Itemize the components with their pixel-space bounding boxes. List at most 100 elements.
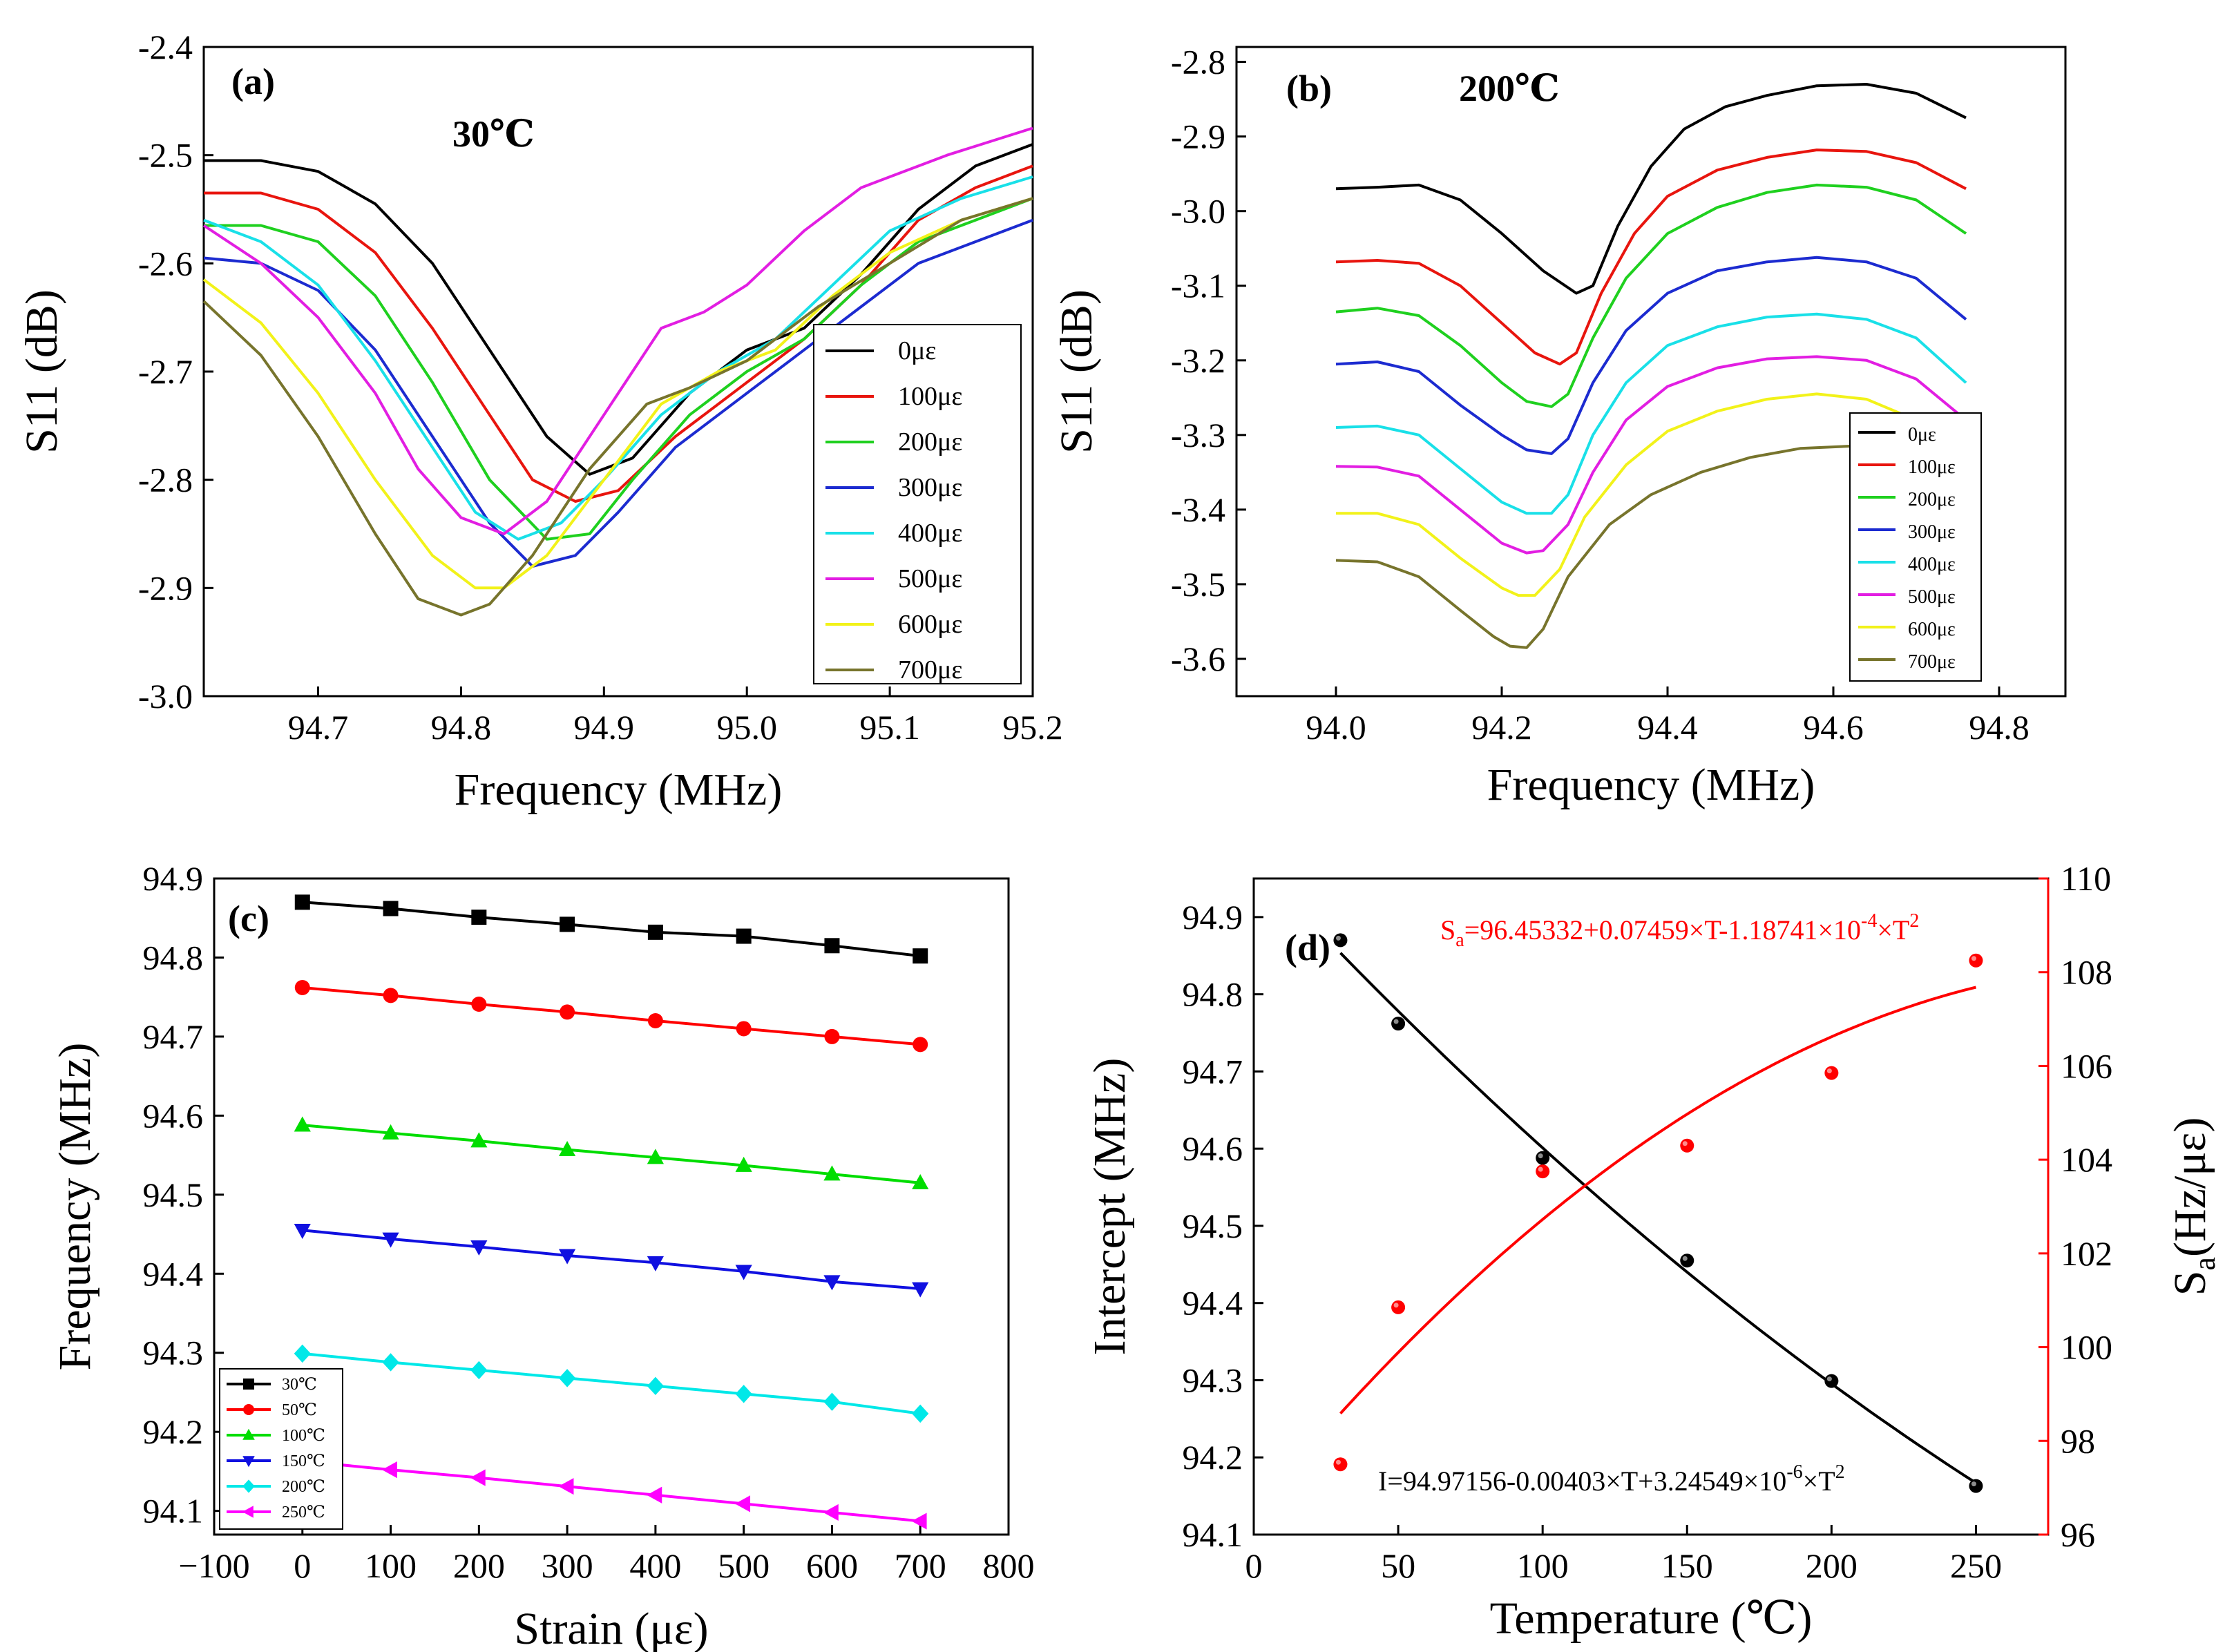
b-legend-label: 500με <box>1908 586 1956 608</box>
c-legend-label: 250℃ <box>282 1504 325 1521</box>
c-data-point <box>647 1376 664 1396</box>
a-series-line <box>203 218 1033 568</box>
d-intercept-fit-curve <box>1339 952 1977 1484</box>
d-sensitivity-point-highlight <box>1826 1068 1832 1074</box>
c-legend-label: 150℃ <box>282 1452 325 1470</box>
a-series-line <box>202 197 1033 590</box>
a-ytick-label: -2.5 <box>138 136 193 175</box>
c-series-line <box>302 1229 921 1290</box>
a-legend-label: 500με <box>898 564 962 593</box>
d-ytick-left-label: 94.7 <box>1183 1052 1243 1091</box>
c-xtick-label: 300 <box>542 1546 593 1585</box>
panel-d-plot-area <box>1252 877 2050 1536</box>
c-data-point <box>735 1385 752 1403</box>
c-legend-marker <box>242 1506 254 1518</box>
panel-d-ylabel-left: Intercept (MHz) <box>1085 1058 1135 1356</box>
c-data-point <box>647 1013 663 1029</box>
c-data-point <box>382 1353 399 1372</box>
c-data-point <box>560 916 575 932</box>
d-ytick-right-label: 108 <box>2061 953 2112 992</box>
d-ytick-right-label: 106 <box>2061 1046 2112 1085</box>
panel-b-annotation: 200℃ <box>1459 68 1560 109</box>
c-data-point <box>647 1149 664 1164</box>
c-data-point <box>471 996 487 1012</box>
b-series-line <box>1336 392 1951 597</box>
panel-b-chart: -2.8 -2.9 -3.0 -3.1 -3.2 -3.3 -3.4 -3.5 -3.6 94.… <box>1051 43 2067 810</box>
b-series-line <box>1335 355 1967 555</box>
d-xtick-label: 150 <box>1661 1546 1713 1585</box>
b-legend-label: 300με <box>1908 521 1956 543</box>
a-xtick-label: 94.7 <box>288 708 349 747</box>
d-intercept-point <box>1333 933 1348 948</box>
d-intercept-point-highlight <box>1393 1019 1399 1024</box>
d-sensitivity-point-highlight <box>1682 1141 1688 1146</box>
panel-b-legend-box <box>1849 412 1982 682</box>
d-intercept-point-highlight <box>1971 1481 1976 1487</box>
c-legend-label: 30℃ <box>282 1376 317 1394</box>
panel-c-legend: 30℃ 50℃ 100℃ 150℃ 200℃ 250℃ <box>219 1368 343 1530</box>
c-xtick-label: 800 <box>983 1546 1035 1585</box>
c-series-line <box>302 901 921 958</box>
c-data-point <box>736 1021 752 1037</box>
d-sensitivity-point-highlight <box>1971 956 1976 961</box>
d-sensitivity-point <box>1391 1300 1406 1314</box>
c-data-point <box>913 948 928 964</box>
c-ytick-label: 94.8 <box>143 938 204 977</box>
c-data-point <box>823 1504 839 1521</box>
c-legend-marker <box>242 1479 255 1493</box>
c-xtick-label: 700 <box>895 1546 946 1585</box>
panel-a-ylabel: S11 (dB) <box>17 289 67 454</box>
a-ytick-label: -2.6 <box>138 244 193 282</box>
a-ytick-label: -3.0 <box>138 677 193 715</box>
c-xtick-label: 400 <box>629 1546 681 1585</box>
panel-c-plot-area <box>213 877 1010 1536</box>
a-legend-label: 300με <box>898 473 962 502</box>
d-sensitivity-point-highlight <box>1538 1166 1543 1172</box>
c-ytick-label: 94.4 <box>143 1254 204 1293</box>
c-legend-marker <box>243 1404 254 1415</box>
a-ytick-label: -2.7 <box>138 352 193 391</box>
d-sensitivity-point <box>1333 1457 1348 1472</box>
b-ytick-label: -3.0 <box>1171 192 1225 231</box>
d-ytick-right-label: 98 <box>2061 1421 2095 1460</box>
c-data-point <box>735 1156 752 1172</box>
c-data-point <box>823 1275 841 1291</box>
b-ytick-label: -3.3 <box>1171 416 1225 454</box>
a-legend-label: 400με <box>898 519 962 548</box>
d-intercept-point <box>1680 1254 1694 1268</box>
c-ytick-label: 94.9 <box>143 859 204 898</box>
a-ytick-label: -2.8 <box>138 461 193 499</box>
c-series-line <box>302 1459 921 1523</box>
c-ytick-label: 94.6 <box>143 1096 204 1135</box>
c-series-line <box>302 1124 921 1184</box>
c-legend-marker <box>242 1428 255 1440</box>
c-data-point <box>735 1495 751 1512</box>
a-series-line <box>202 197 1033 617</box>
c-data-point <box>824 1028 840 1044</box>
a-legend-label: 0με <box>898 336 936 365</box>
c-data-point <box>294 979 310 995</box>
c-xtick-label: 0 <box>294 1546 311 1585</box>
b-xtick-label: 94.0 <box>1306 708 1366 747</box>
c-data-point <box>823 1165 841 1181</box>
c-data-point <box>647 924 663 940</box>
c-data-point <box>471 910 487 925</box>
a-xtick-label: 94.8 <box>431 708 492 747</box>
c-data-point <box>559 1249 576 1265</box>
d-intercept-point-highlight <box>1538 1153 1543 1159</box>
d-ytick-left-label: 94.1 <box>1183 1515 1243 1554</box>
b-ytick-label: -3.4 <box>1171 490 1225 529</box>
c-data-point <box>560 1004 575 1020</box>
b-ytick-label: -2.8 <box>1171 43 1225 81</box>
b-xtick-label: 94.6 <box>1803 708 1864 747</box>
c-data-point <box>470 1361 488 1380</box>
panel-b-legend: 0με 100με 200με 300με 400με 500με 600με 700με <box>1849 412 1982 682</box>
panel-a-xlabel: Frequency (MHz) <box>455 765 783 815</box>
d-intercept-point <box>1824 1374 1839 1388</box>
d-sensitivity-point <box>1536 1164 1550 1179</box>
d-intercept-point-highlight <box>1335 935 1341 941</box>
c-data-point <box>383 988 399 1003</box>
c-data-point <box>470 1240 488 1256</box>
c-data-point <box>559 1140 576 1156</box>
d-ytick-left-label: 94.9 <box>1183 898 1243 937</box>
